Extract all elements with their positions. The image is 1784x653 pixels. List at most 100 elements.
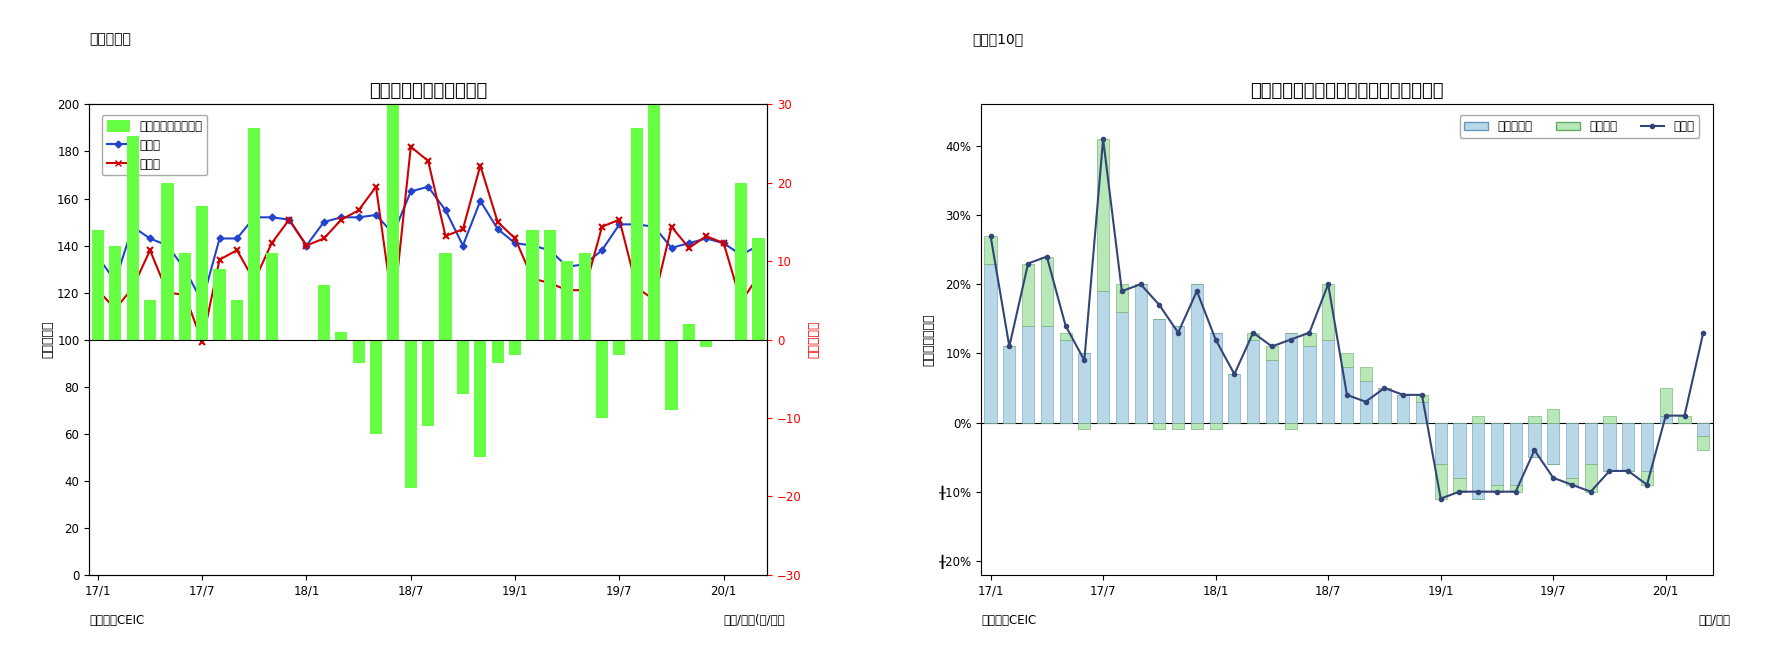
Bar [335, 332, 348, 340]
Bar [1040, 326, 1053, 422]
Bar [439, 253, 451, 340]
Bar [1247, 332, 1260, 340]
Bar [1322, 340, 1334, 422]
Bar [508, 340, 521, 355]
Bar [1434, 422, 1447, 464]
Bar [1229, 374, 1240, 422]
Bar [562, 261, 573, 340]
Bar [1397, 395, 1409, 422]
Bar [1115, 312, 1127, 422]
Bar [1509, 485, 1522, 492]
Bar [578, 253, 591, 340]
Text: （年/月）: （年/月） [1698, 614, 1730, 627]
Text: （図表10）: （図表10） [972, 32, 1024, 46]
Bar [178, 253, 191, 340]
Bar [1152, 319, 1165, 422]
Bar [369, 340, 382, 434]
Bar [1566, 478, 1579, 485]
Bar [1210, 422, 1222, 430]
Bar [1454, 478, 1465, 492]
Bar [161, 183, 173, 340]
Bar [1604, 422, 1616, 471]
Bar [1584, 464, 1597, 492]
Bar [1659, 388, 1672, 415]
Bar [1529, 415, 1541, 422]
Bar [1697, 422, 1709, 436]
Bar [353, 340, 364, 363]
Bar [1342, 367, 1352, 422]
Bar [91, 230, 103, 340]
Bar [1416, 395, 1427, 402]
Bar [1491, 485, 1504, 492]
Bar [1472, 415, 1484, 422]
Bar [1641, 422, 1654, 471]
Bar [1267, 360, 1277, 422]
Text: （資料）CEIC: （資料）CEIC [89, 614, 145, 627]
Bar [1022, 326, 1035, 422]
Title: インドネシア　輸出の伸び率（品目別）: インドネシア 輸出の伸び率（品目別） [1251, 82, 1443, 100]
Bar [985, 264, 997, 422]
Bar [1190, 422, 1202, 430]
Bar [1284, 332, 1297, 422]
Title: インドネシアの貿易収支: インドネシアの貿易収支 [369, 82, 487, 100]
Bar [1172, 422, 1185, 430]
Bar [423, 340, 434, 426]
Bar [1022, 264, 1035, 326]
Bar [699, 340, 712, 347]
Bar [648, 97, 660, 340]
Bar [387, 81, 400, 340]
Bar [1547, 422, 1559, 464]
Bar [632, 128, 642, 340]
Bar [1097, 291, 1110, 422]
Bar [1472, 422, 1484, 499]
Bar [1547, 409, 1559, 422]
Bar [1529, 422, 1541, 457]
Bar [1342, 353, 1352, 367]
Bar [1509, 422, 1522, 485]
Bar [1697, 436, 1709, 450]
Bar [1304, 347, 1315, 422]
Bar [1454, 422, 1465, 478]
Text: （資料）CEIC: （資料）CEIC [981, 614, 1037, 627]
Bar [753, 238, 765, 340]
Bar [1267, 347, 1277, 360]
Bar [214, 269, 225, 340]
Bar [145, 300, 157, 340]
Bar [1152, 422, 1165, 430]
Bar [1604, 415, 1616, 422]
Bar [1659, 415, 1672, 422]
Bar [1379, 388, 1390, 422]
Bar [985, 236, 997, 264]
Bar [196, 206, 209, 340]
Bar [1622, 422, 1634, 471]
Bar [1284, 422, 1297, 430]
Bar [1135, 284, 1147, 422]
Bar [318, 285, 330, 340]
Bar [1115, 284, 1127, 312]
Y-axis label: （前年同月比）: （前年同月比） [922, 313, 935, 366]
Bar [266, 253, 278, 340]
Legend: 非石油ガス, 石油ガス, 輸出顕: 非石油ガス, 石油ガス, 輸出顕 [1459, 115, 1700, 138]
Bar [230, 300, 243, 340]
Bar [248, 128, 260, 340]
Bar [1359, 367, 1372, 381]
Bar [1190, 284, 1202, 422]
Bar [1210, 332, 1222, 422]
Bar [109, 246, 121, 340]
Bar [665, 340, 678, 410]
Bar [1060, 340, 1072, 422]
Bar [735, 183, 747, 340]
Bar [475, 340, 487, 457]
Bar [614, 340, 626, 355]
Bar [1641, 471, 1654, 485]
Bar [127, 136, 139, 340]
Bar [544, 230, 557, 340]
Bar [1416, 402, 1427, 422]
Bar [1566, 422, 1579, 478]
Bar [1304, 332, 1315, 347]
Legend: 貳易収支（右目盛）, 輸出顕, 輸入顕: 貳易収支（右目盛）, 輸出顕, 輸入顕 [102, 115, 207, 176]
Bar [1679, 415, 1691, 422]
Bar [1247, 340, 1260, 422]
Bar [1060, 332, 1072, 340]
Bar [1359, 381, 1372, 422]
